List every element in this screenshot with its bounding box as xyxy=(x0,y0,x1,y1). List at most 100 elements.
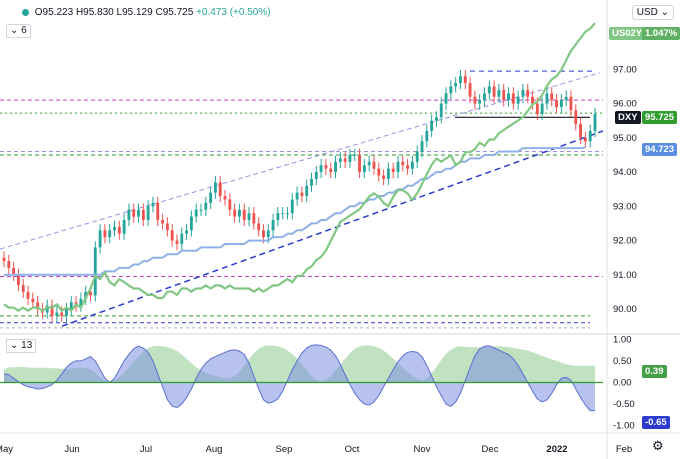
candle-body xyxy=(175,240,179,244)
candle xyxy=(137,203,140,223)
candle-body xyxy=(435,117,438,121)
candle xyxy=(141,203,145,227)
candle xyxy=(507,87,510,107)
candle-body xyxy=(430,120,434,131)
candle xyxy=(286,207,289,220)
osc-tick-label: 0.00 xyxy=(613,378,632,389)
ma-value-tag: 94.723 xyxy=(642,143,678,156)
close-value: C95.725 xyxy=(155,7,194,18)
candle-body xyxy=(583,137,587,142)
candle-body xyxy=(521,89,525,97)
gear-icon[interactable]: ⚙ xyxy=(652,438,664,453)
status-dot-icon xyxy=(22,8,29,16)
us02y-line xyxy=(3,22,596,313)
candle xyxy=(492,80,496,103)
candle xyxy=(199,203,203,216)
candle xyxy=(300,186,304,203)
candle-body xyxy=(468,83,472,97)
time-tick-label: Aug xyxy=(206,444,223,455)
change-value: +0.473 (+0.50%) xyxy=(196,7,271,18)
candle-body xyxy=(497,89,501,97)
candle xyxy=(36,296,40,316)
candle-body xyxy=(454,83,458,87)
candle-body xyxy=(247,213,251,221)
candle xyxy=(526,83,530,103)
osc-tick-label: -0.50 xyxy=(613,399,635,410)
indicator-toggle-sub[interactable]: ⌄ 13 xyxy=(6,339,37,353)
candle-body xyxy=(310,178,313,186)
candle-body xyxy=(180,233,184,244)
candle xyxy=(435,111,438,127)
candle-body xyxy=(314,172,318,179)
candle-body xyxy=(262,230,265,238)
candle-body xyxy=(276,213,280,221)
candle xyxy=(372,155,376,175)
candle xyxy=(55,306,59,323)
candle-body xyxy=(2,257,6,262)
candle xyxy=(26,285,30,305)
candle-body xyxy=(257,223,261,231)
indicator-count-sub: 13 xyxy=(21,340,33,351)
price-tick-label: 92.00 xyxy=(613,236,637,247)
candle xyxy=(439,97,443,124)
dxy-value-tag: 95.725 xyxy=(642,111,678,124)
candle xyxy=(545,87,549,110)
candle xyxy=(583,131,587,148)
open-value: O95.223 xyxy=(34,7,74,18)
candle-body xyxy=(593,113,597,131)
candle-body xyxy=(113,226,116,231)
candle-body xyxy=(415,151,419,162)
candle xyxy=(343,152,347,168)
candle-body xyxy=(218,182,222,197)
price-tick-label: 96.00 xyxy=(613,99,637,110)
candle xyxy=(348,148,352,168)
candle-body xyxy=(103,230,107,238)
candle xyxy=(468,76,472,103)
high-value: H95.830 xyxy=(75,7,114,18)
candle-body xyxy=(338,158,342,162)
candle xyxy=(213,176,217,199)
candle xyxy=(276,207,280,227)
channel-upper-line xyxy=(0,72,601,250)
candle-body xyxy=(137,209,140,217)
candle-body xyxy=(26,291,30,299)
indicator-toggle-main[interactable]: ⌄ 6 xyxy=(6,24,31,38)
candle-body xyxy=(281,213,285,215)
candle xyxy=(295,186,299,206)
candle xyxy=(516,90,520,110)
candle xyxy=(478,94,482,110)
candle-body xyxy=(21,285,25,292)
chevron-down-icon: ⌄ xyxy=(10,340,19,351)
price-tick-label: 90.00 xyxy=(613,304,637,315)
candle-body xyxy=(324,165,328,169)
candle-body xyxy=(93,247,97,296)
candle-body xyxy=(550,93,554,101)
candle xyxy=(310,172,313,192)
osc-tick-label: 0.50 xyxy=(613,356,632,367)
candle-body xyxy=(300,192,304,197)
oscillator-pane xyxy=(0,344,603,412)
candle-body xyxy=(406,165,410,169)
candle-body xyxy=(286,213,289,215)
candle-body xyxy=(420,141,424,152)
candle xyxy=(353,148,357,162)
candle-body xyxy=(36,302,40,310)
candlesticks xyxy=(2,70,597,323)
candle-body xyxy=(463,76,467,84)
candle xyxy=(579,117,583,144)
currency-selector[interactable]: USD ⌄ xyxy=(631,5,674,20)
ma-value: 94.723 xyxy=(645,144,675,155)
candle xyxy=(257,217,261,237)
candle xyxy=(228,193,232,216)
chevron-down-icon: ⌄ xyxy=(660,7,669,18)
candle-body xyxy=(487,86,491,94)
candle xyxy=(367,155,371,172)
candle xyxy=(271,213,275,237)
candle-body xyxy=(367,161,371,166)
candle-body xyxy=(7,261,11,268)
candle xyxy=(454,76,458,93)
candle xyxy=(497,83,501,103)
osc-a-value: 0.39 xyxy=(645,366,664,377)
candle xyxy=(189,210,193,237)
